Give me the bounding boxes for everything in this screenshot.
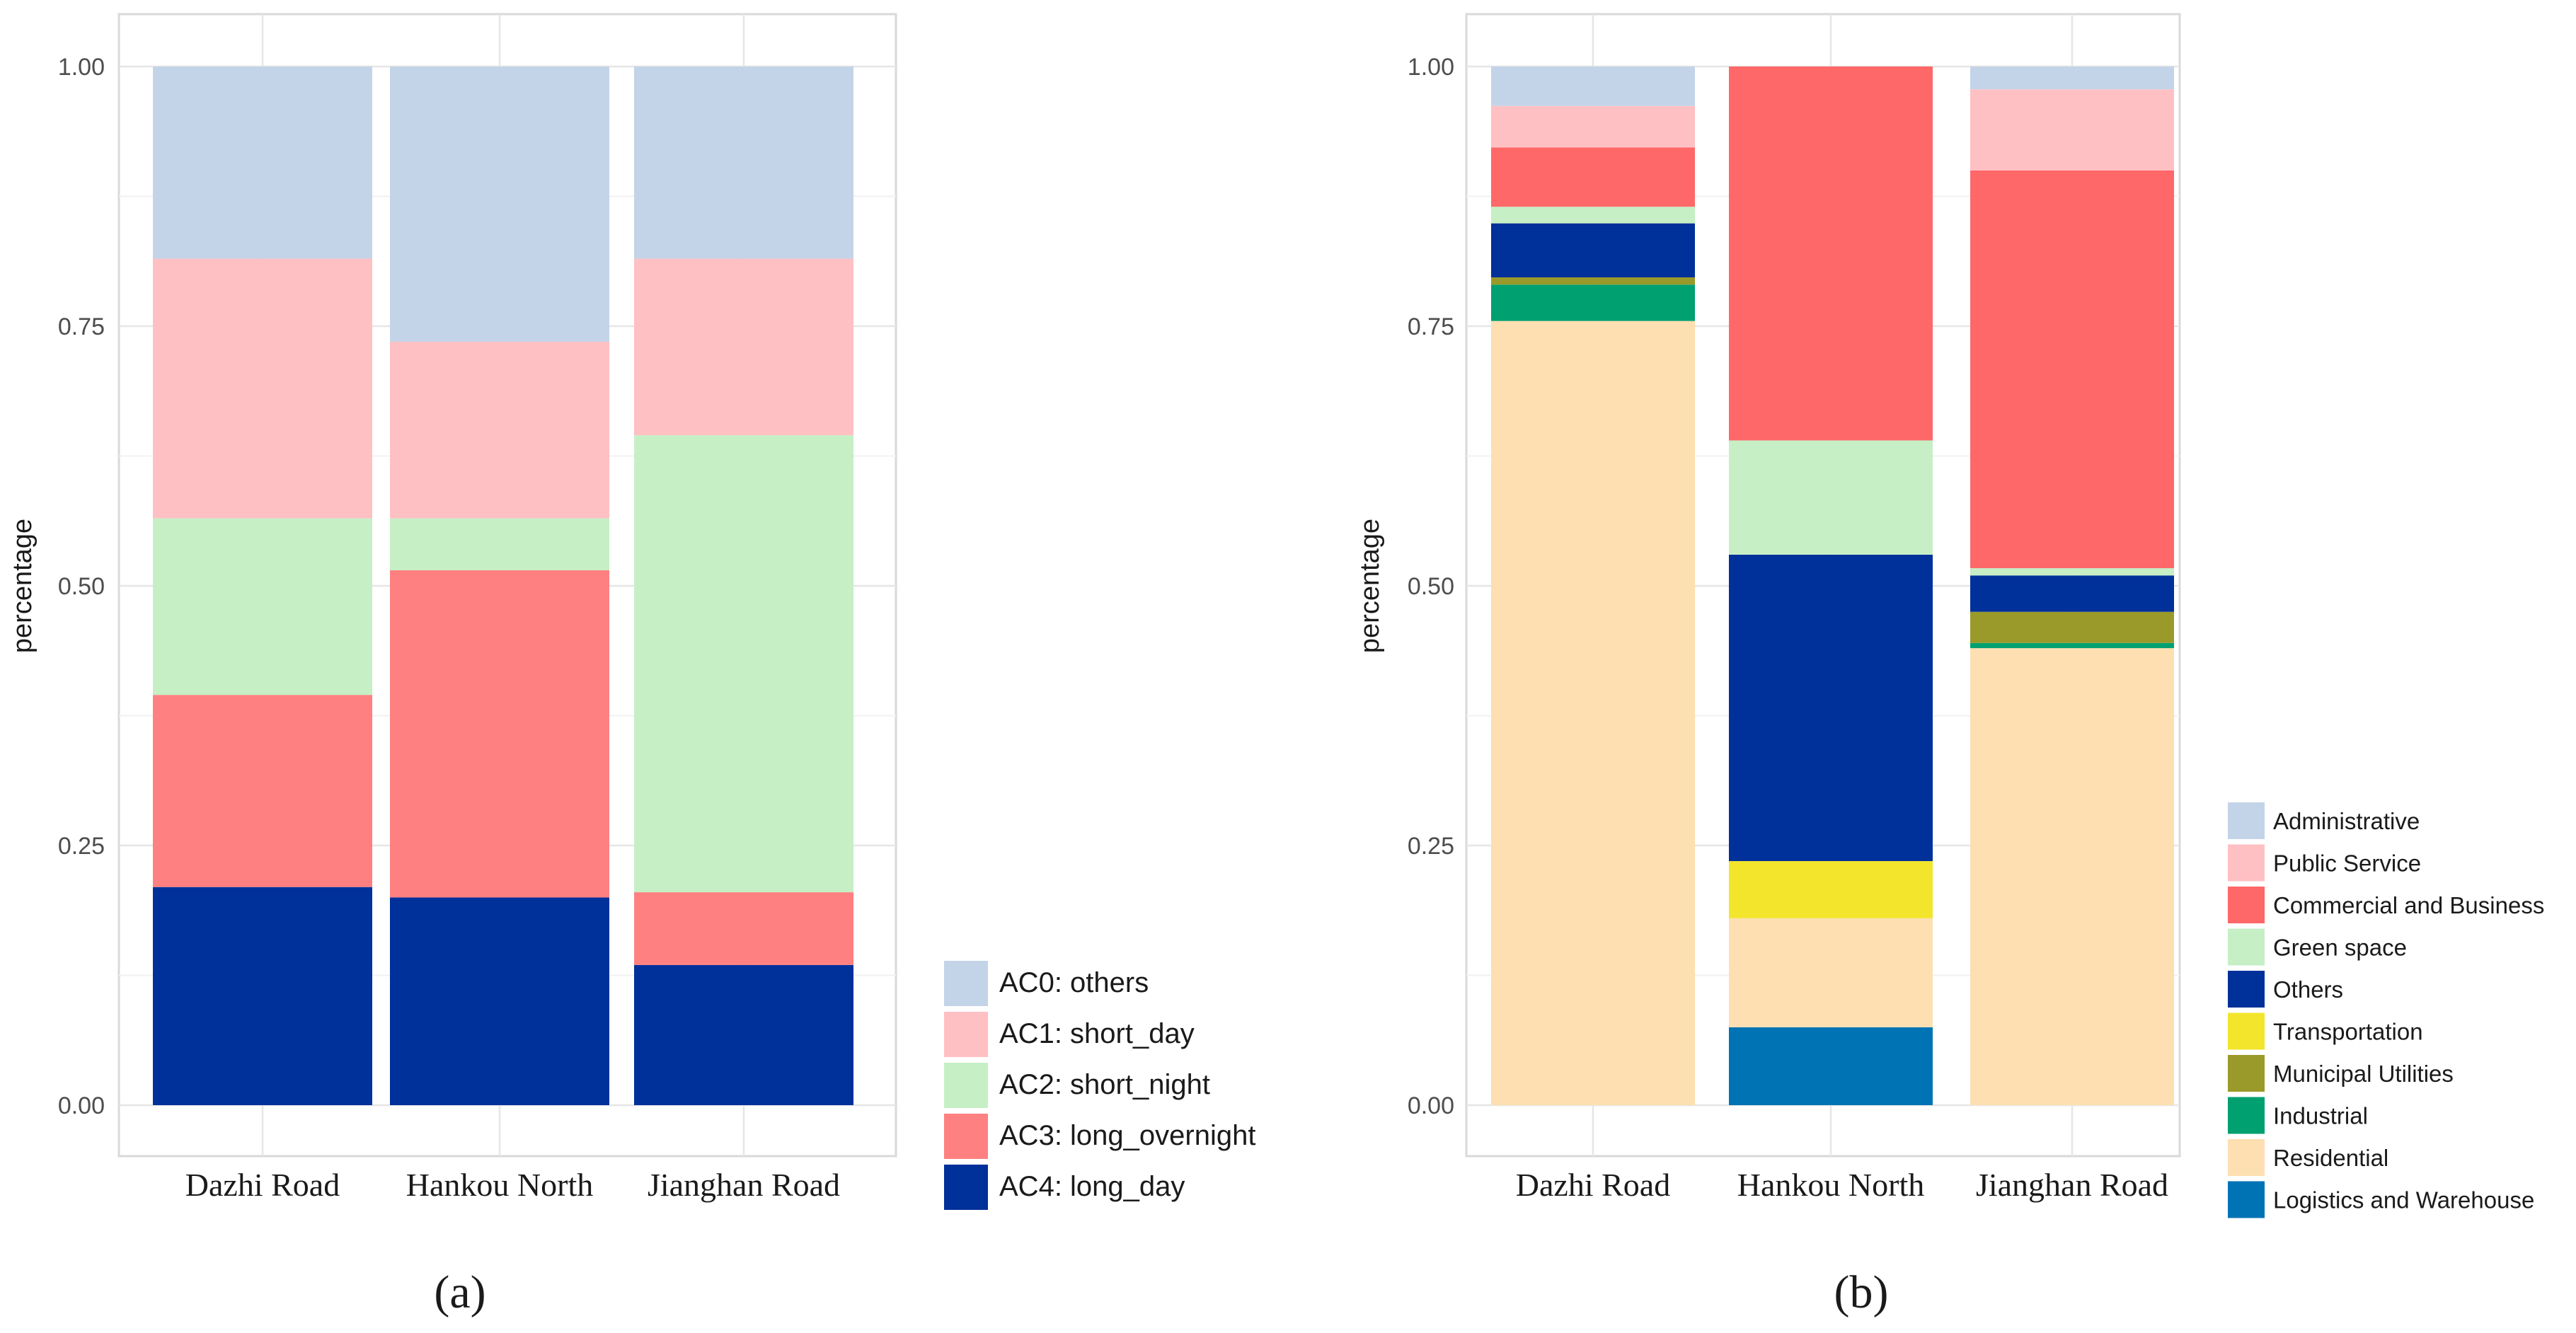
bar-hankou-north-commercial-and-business <box>1729 67 1933 441</box>
bar-jianghan-road-industrial <box>1970 642 2174 649</box>
bar-jianghan-road-ac3-long-overnight <box>634 892 853 965</box>
y-tick-label: 1.00 <box>58 54 105 81</box>
legend-key-ac3-long-overnight <box>944 1114 988 1159</box>
legend-label-ac4-long-day: AC4: long_day <box>999 1171 1185 1202</box>
legend-key-ac4-long-day <box>944 1165 988 1210</box>
legend-key-others <box>2228 971 2265 1008</box>
bar-dazhi-road-administrative <box>1491 67 1695 106</box>
legend-key-green-space <box>2228 928 2265 966</box>
legend-label-commercial-and-business: Commercial and Business <box>2273 892 2544 918</box>
legend-key-industrial <box>2228 1097 2265 1134</box>
chart-a: 0.00 0.25 0.50 0.75 1.00 Dazhi Road Hankou Nor… <box>8 13 1255 1318</box>
legend-key-municipal-utilities <box>2228 1055 2265 1092</box>
y-tick-label: 1.00 <box>1408 54 1454 81</box>
bar-hankou-north-ac3-long-overnight <box>390 570 609 898</box>
bar-hankou-north-ac1-short-day <box>390 342 609 519</box>
bar-hankou-north-residential <box>1729 918 1933 1027</box>
legend-key-residential <box>2228 1139 2265 1176</box>
y-tick-label: 0.50 <box>1408 573 1454 600</box>
legend-label-others: Others <box>2273 976 2343 1003</box>
bar-hankou-north-ac2-short-night <box>390 518 609 570</box>
legend-key-ac1-short-day <box>944 1012 988 1057</box>
bar-jianghan-road-commercial-and-business <box>1970 170 2174 569</box>
legend-key-ac2-short-night <box>944 1063 988 1108</box>
bar-jianghan-road-green-space <box>1970 568 2174 576</box>
x-tick-label: Dazhi Road <box>1516 1167 1670 1203</box>
x-tick-label: Hankou North <box>406 1167 593 1203</box>
bar-jianghan-road-others <box>1970 575 2174 612</box>
bar-jianghan-road-ac1-short-day <box>634 258 853 436</box>
y-tick-label: 0.25 <box>1408 833 1454 860</box>
bar-dazhi-road-others <box>1491 223 1695 278</box>
bar-dazhi-road-residential <box>1491 321 1695 1105</box>
y-tick-label: 0.75 <box>58 313 105 340</box>
legend-label-industrial: Industrial <box>2273 1103 2368 1129</box>
legend-label-ac2-short-night: AC2: short_night <box>999 1069 1210 1100</box>
bar-dazhi-road-green-space <box>1491 207 1695 224</box>
legend-label-transportation: Transportation <box>2273 1019 2423 1045</box>
legend-key-administrative <box>2228 802 2265 839</box>
y-tick-label: 0.00 <box>58 1092 105 1119</box>
panel-label: (b) <box>1834 1266 1889 1318</box>
bar-jianghan-road-ac2-short-night <box>634 435 853 893</box>
legend-label-ac0-others: AC0: others <box>999 967 1149 998</box>
legend-label-administrative: Administrative <box>2273 808 2420 834</box>
legend-key-ac0-others <box>944 961 988 1006</box>
legend-label-logistics-and-warehouse: Logistics and Warehouse <box>2273 1187 2534 1213</box>
panel-label: (a) <box>434 1266 485 1318</box>
x-tick-label: Jianghan Road <box>1976 1167 2168 1203</box>
bar-hankou-north-others <box>1729 554 1933 862</box>
y-tick-label: 0.00 <box>1408 1092 1454 1119</box>
y-tick-label: 0.75 <box>1408 313 1454 340</box>
bar-jianghan-road-municipal-utilities <box>1970 611 2174 643</box>
legend-key-public-service <box>2228 844 2265 882</box>
legend-label-residential: Residential <box>2273 1145 2388 1171</box>
legend-label-public-service: Public Service <box>2273 850 2421 877</box>
bar-hankou-north-logistics-and-warehouse <box>1729 1027 1933 1105</box>
y-tick-label: 0.25 <box>58 833 105 860</box>
bar-hankou-north-transportation <box>1729 861 1933 918</box>
bar-dazhi-road-industrial <box>1491 284 1695 321</box>
legend-key-logistics-and-warehouse <box>2228 1181 2265 1218</box>
bar-dazhi-road-ac3-long-overnight <box>153 695 372 887</box>
x-tick-label: Jianghan Road <box>648 1167 840 1203</box>
legend-key-commercial-and-business <box>2228 887 2265 923</box>
bar-dazhi-road-ac2-short-night <box>153 518 372 696</box>
bar-jianghan-road-residential <box>1970 648 2174 1105</box>
bar-dazhi-road-ac1-short-day <box>153 258 372 519</box>
bar-dazhi-road-ac4-long-day <box>153 887 372 1105</box>
legend-label-ac3-long-overnight: AC3: long_overnight <box>999 1120 1255 1151</box>
bar-hankou-north-green-space <box>1729 440 1933 555</box>
y-tick-label: 0.50 <box>58 573 105 600</box>
chart-b: 0.00 0.25 0.50 0.75 1.00 Dazhi Road Hankou Nor… <box>1355 13 2544 1318</box>
bar-hankou-north-ac0-others <box>390 67 609 342</box>
bar-jianghan-road-public-service <box>1970 89 2174 171</box>
legend-key-transportation <box>2228 1012 2265 1050</box>
bar-dazhi-road-public-service <box>1491 105 1695 148</box>
bar-jianghan-road-ac4-long-day <box>634 964 853 1105</box>
bar-dazhi-road-commercial-and-business <box>1491 147 1695 207</box>
x-tick-label: Dazhi Road <box>185 1167 340 1203</box>
legend-label-municipal-utilities: Municipal Utilities <box>2273 1061 2454 1087</box>
legend-label-ac1-short-day: AC1: short_day <box>999 1018 1195 1049</box>
x-tick-label: Hankou North <box>1737 1167 1924 1203</box>
y-axis-label: percentage <box>8 519 38 653</box>
bar-dazhi-road-municipal-utilities <box>1491 277 1695 285</box>
bar-jianghan-road-ac0-others <box>634 67 853 259</box>
bar-dazhi-road-ac0-others <box>153 67 372 259</box>
legend-label-green-space: Green space <box>2273 935 2407 961</box>
bar-hankou-north-ac4-long-day <box>390 897 609 1105</box>
bar-jianghan-road-administrative <box>1970 67 2174 90</box>
y-axis-label: percentage <box>1355 519 1385 653</box>
